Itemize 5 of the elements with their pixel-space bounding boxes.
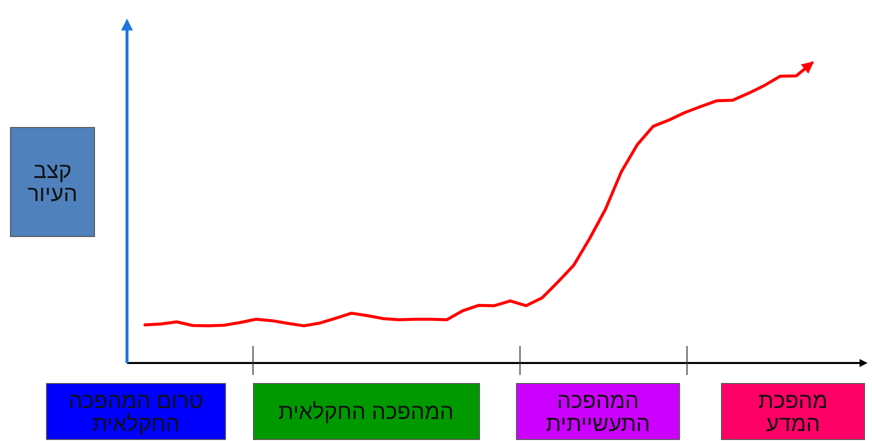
y-axis-title: קצב העיור	[26, 158, 78, 206]
text: מהפכת המדע	[757, 388, 829, 436]
text: המהפכה התעשייתית	[544, 388, 652, 436]
text: המהפכה החקלאית	[278, 399, 454, 424]
text: טרום המהפכה החקלאית	[68, 388, 204, 436]
